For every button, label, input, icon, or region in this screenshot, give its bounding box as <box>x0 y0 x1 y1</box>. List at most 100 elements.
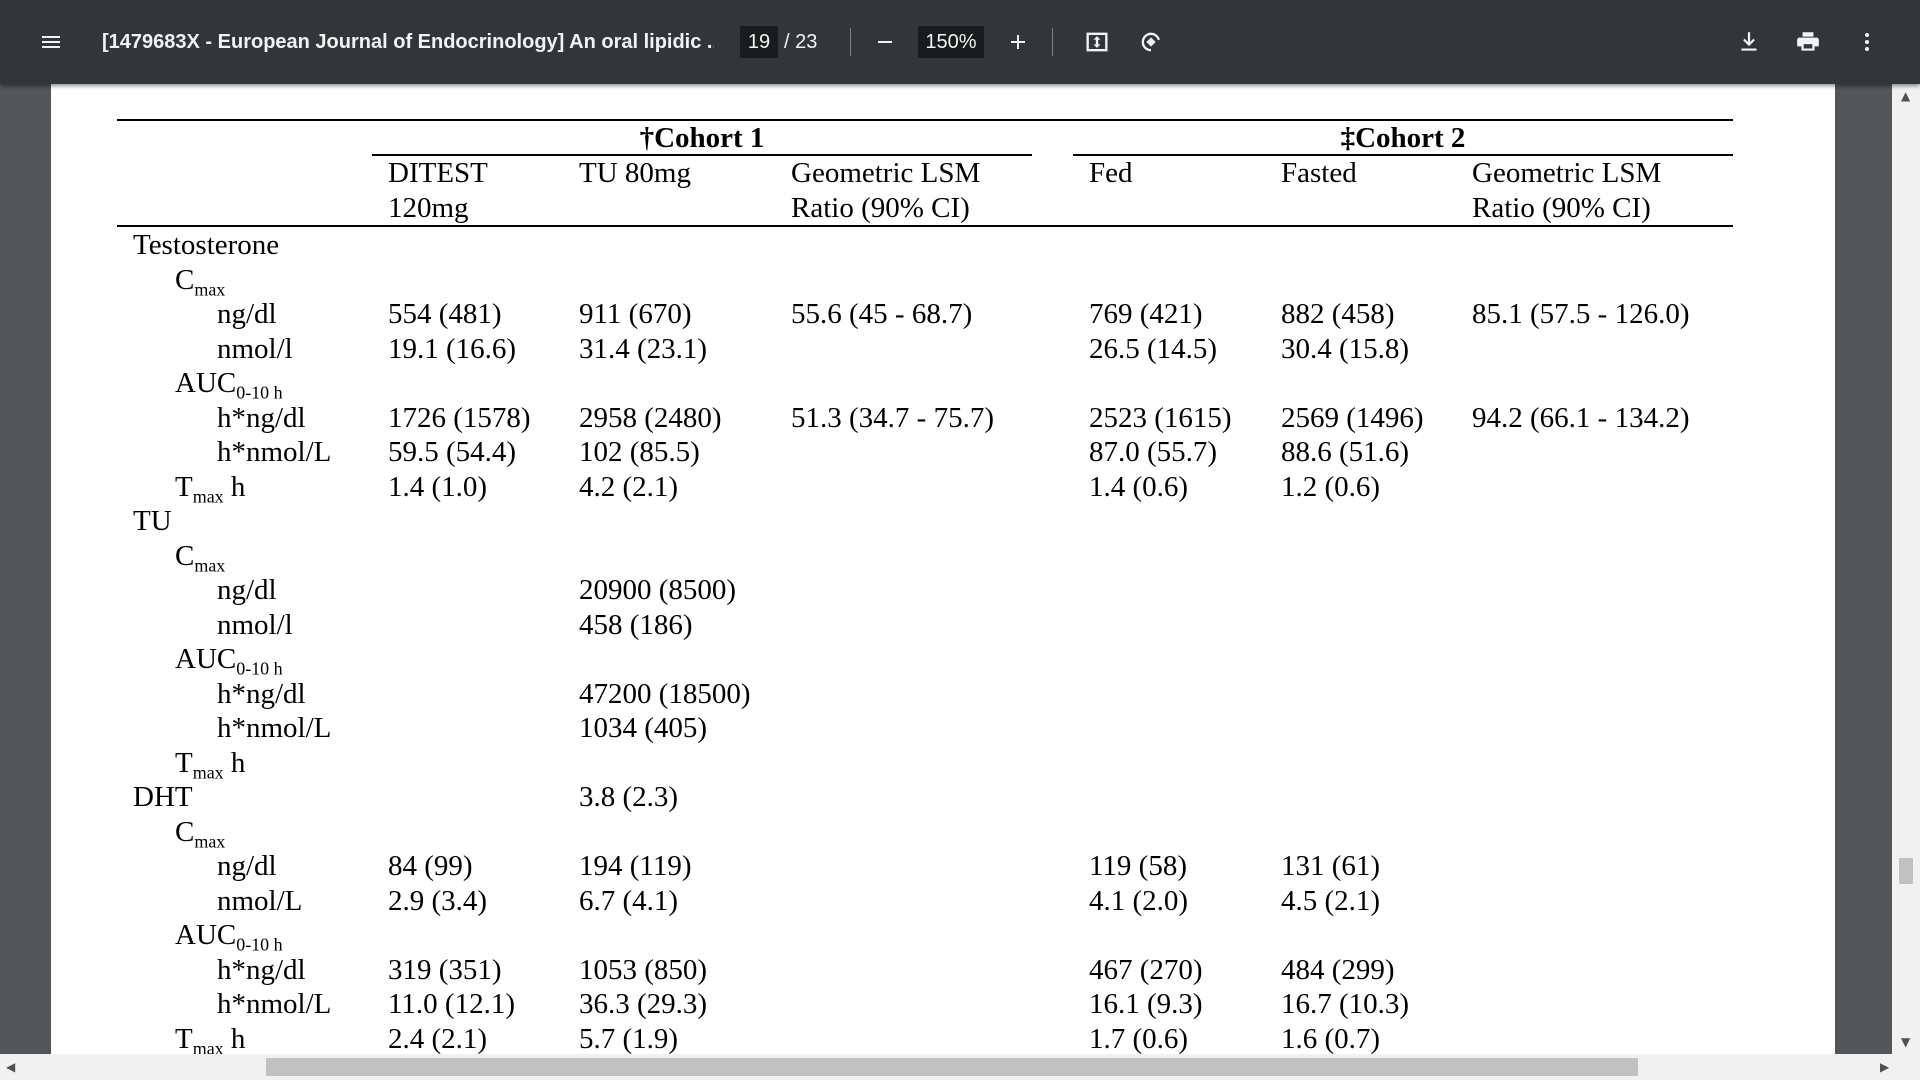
vertical-scrollbar[interactable]: ▲ ▼ <box>1892 84 1920 1054</box>
row-label: h*ng/dl <box>217 953 306 987</box>
scroll-up-arrow-icon[interactable]: ▲ <box>1901 89 1911 103</box>
row-label: Tmax h <box>175 746 246 782</box>
menu-button[interactable] <box>27 18 75 66</box>
row-label: TU <box>133 504 172 538</box>
row-label-subscript: max <box>192 761 224 782</box>
row-label-text: h*nmol/L <box>217 436 332 468</box>
cell-fed: 769 (421) <box>1089 298 1203 330</box>
row-label-text: h*ng/dl <box>217 677 306 710</box>
cell-ditest: 84 (99) <box>388 850 473 882</box>
cell-fed: 26.5 (14.5) <box>1089 332 1218 365</box>
row-label: Cmax <box>175 815 226 851</box>
cell-ditest: 1.4 (1.0) <box>388 470 488 503</box>
print-button[interactable] <box>1784 18 1832 66</box>
cohort1-title: †Cohort 1 <box>639 122 765 154</box>
cell-lsm-cohort2: 94.2 (66.1 - 134.2) <box>1472 401 1690 434</box>
row-label-text: TU <box>133 505 172 537</box>
cell-tu80: 5.7 (1.9) <box>579 1022 679 1055</box>
row-label-subscript: 0-10 h <box>236 934 283 955</box>
cell-ditest: 59.5 (54.4) <box>388 436 517 468</box>
row-label: ng/dl <box>217 573 277 607</box>
cell-fasted: 1.2 (0.6) <box>1281 470 1381 503</box>
row-label: Testosterone <box>133 228 279 262</box>
row-label-text: h*nmol/L <box>217 712 332 744</box>
row-label-subscript: 0-10 h <box>236 382 283 403</box>
header-lsm-cohort2-ci: Ratio (90% CI) <box>1472 192 1651 224</box>
vertical-scroll-thumb[interactable] <box>1899 858 1913 884</box>
download-button[interactable] <box>1725 18 1773 66</box>
row-label-text: nmol/l <box>217 332 293 365</box>
cell-tu80: 4.2 (2.1) <box>579 470 679 503</box>
row-label-text: DHT <box>133 781 193 813</box>
rotate-icon <box>1141 32 1160 52</box>
row-label: Cmax <box>175 263 225 298</box>
horizontal-scrollbar[interactable]: ◀ ▶ <box>0 1054 1920 1080</box>
row-label-text: h*ng/dl <box>217 401 306 434</box>
row-label-text: AUC <box>175 919 237 951</box>
scroll-right-arrow-icon[interactable]: ▶ <box>1880 1060 1890 1074</box>
row-label: AUC0-10 h <box>175 918 283 955</box>
hamburger-menu-icon <box>42 36 60 48</box>
cell-tu80: 194 (119) <box>579 850 692 882</box>
cell-lsm-cohort2: 85.1 (57.5 - 126.0) <box>1472 298 1690 330</box>
page-number-input[interactable]: 19 <box>740 26 778 58</box>
row-label: h*nmol/L <box>217 435 331 469</box>
cell-tu80: 20900 (8500) <box>579 574 737 606</box>
cell-tu80: 31.4 (23.1) <box>579 332 708 365</box>
row-label-text: C <box>175 539 195 572</box>
row-label-text: Testosterone <box>133 229 280 261</box>
more-vertical-icon <box>1865 33 1869 51</box>
cell-lsm-cohort1: 51.3 (34.7 - 75.7) <box>791 401 994 434</box>
fit-page-icon <box>1086 32 1108 52</box>
results-table: †Cohort 1 ‡Cohort 2 DITEST 120mg TU 80mg… <box>51 84 1835 1054</box>
row-label-text: h*ng/dl <box>217 953 306 986</box>
fit-to-page-button[interactable] <box>1073 18 1121 66</box>
header-tu80: TU 80mg <box>579 157 691 189</box>
rotate-button[interactable] <box>1127 18 1175 66</box>
row-label: Tmax h <box>175 1022 245 1055</box>
row-label-unit: h <box>223 1022 246 1055</box>
cell-tu80: 1034 (405) <box>579 712 708 744</box>
row-label: h*nmol/L <box>217 711 331 745</box>
header-fed: Fed <box>1089 157 1133 189</box>
cell-fed: 4.1 (2.0) <box>1089 884 1189 917</box>
scroll-left-arrow-icon[interactable]: ◀ <box>6 1060 16 1074</box>
cohort2-rule <box>1073 154 1733 156</box>
cell-fed: 1.7 (0.6) <box>1089 1022 1189 1055</box>
row-label-subscript: 0-10 h <box>236 658 283 679</box>
row-label-text: AUC <box>175 643 237 675</box>
row-label: ng/dl <box>217 849 277 883</box>
row-label-subscript: max <box>194 830 226 851</box>
page-total: / 23 <box>784 31 818 53</box>
more-options-button[interactable] <box>1843 18 1891 66</box>
zoom-input[interactable]: 150% <box>918 26 984 58</box>
cell-tu80: 47200 (18500) <box>579 677 751 710</box>
cell-fed: 2523 (1615) <box>1089 401 1232 434</box>
cell-ditest: 2.4 (2.1) <box>388 1022 488 1055</box>
row-label-subscript: max <box>192 1037 224 1054</box>
cell-ditest: 19.1 (16.6) <box>388 332 517 365</box>
scroll-down-arrow-icon[interactable]: ▼ <box>1901 1035 1911 1049</box>
cell-fasted: 4.5 (2.1) <box>1281 884 1381 917</box>
horizontal-scroll-thumb[interactable] <box>266 1058 1638 1076</box>
cell-tu80: 1053 (850) <box>579 953 708 986</box>
minus-icon <box>878 41 892 43</box>
header-ditest-dose: 120mg <box>388 192 469 224</box>
header-fasted: Fasted <box>1281 157 1357 189</box>
document-title: [1479683X - European Journal of Endocrin… <box>102 31 714 53</box>
row-label: Tmax h <box>175 470 246 505</box>
row-label-text: AUC <box>175 367 237 399</box>
row-label-unit: h <box>223 470 246 503</box>
row-label-text: T <box>175 470 193 503</box>
cohort2-title: ‡Cohort 2 <box>1340 122 1466 154</box>
cell-ditest: 1726 (1578) <box>388 401 531 434</box>
zoom-in-button[interactable] <box>994 18 1042 66</box>
cell-fasted: 484 (299) <box>1281 953 1395 986</box>
pdf-page: †Cohort 1 ‡Cohort 2 DITEST 120mg TU 80mg… <box>51 84 1835 1054</box>
toolbar-divider <box>1052 28 1053 56</box>
row-label-unit: h <box>223 746 246 779</box>
cell-ditest: 2.9 (3.4) <box>388 884 488 917</box>
cell-fasted: 1.6 (0.7) <box>1281 1022 1381 1055</box>
row-label: AUC0-10 h <box>175 642 283 679</box>
zoom-out-button[interactable] <box>861 18 909 66</box>
